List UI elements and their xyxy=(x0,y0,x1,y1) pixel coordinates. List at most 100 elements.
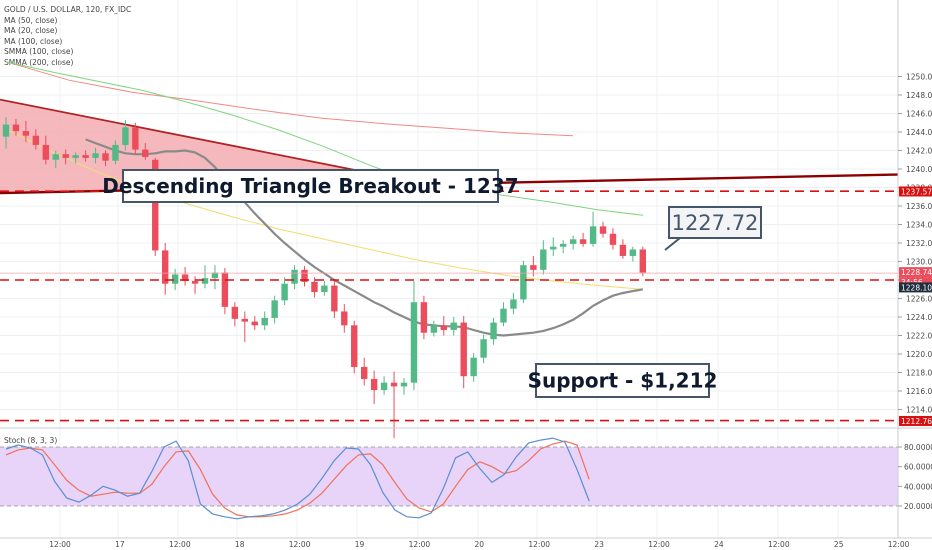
candle-body xyxy=(261,317,268,326)
candle-body xyxy=(490,322,497,340)
candle-body xyxy=(301,269,308,282)
candle-body xyxy=(619,244,627,256)
candle-body xyxy=(410,302,418,383)
candle-body xyxy=(530,265,537,270)
candle-body xyxy=(480,339,487,358)
candle-body xyxy=(331,285,338,312)
price-tag xyxy=(899,186,932,197)
candle-body xyxy=(102,153,109,161)
candle-body xyxy=(132,127,139,150)
candle-body xyxy=(639,249,646,273)
candle-body xyxy=(599,226,607,234)
y-tick-label: 1216.00 xyxy=(906,387,932,396)
candle-body xyxy=(550,246,557,250)
candle-body xyxy=(470,357,477,377)
ma100-line xyxy=(5,61,644,216)
candle-body xyxy=(510,299,517,309)
candle-body xyxy=(440,325,447,330)
candle-body xyxy=(380,382,388,391)
annotation-support: Support - $1,212 xyxy=(528,363,718,398)
price-callout-box xyxy=(668,206,762,239)
y-tick-label: 1224.00 xyxy=(906,313,932,322)
candle-body xyxy=(351,325,358,367)
y-tick-label: 1220.00 xyxy=(906,350,932,359)
price-tag-label: 1212.76 xyxy=(901,417,932,426)
candle-body xyxy=(42,144,49,160)
x-tick-label: 12:00 xyxy=(49,540,71,549)
y-tick-label: 1248.00 xyxy=(906,91,932,100)
candle-body xyxy=(2,124,10,137)
price-tag xyxy=(899,277,932,288)
x-tick-label: 24 xyxy=(714,540,724,549)
candle-body xyxy=(560,243,567,247)
y-tick-label: 1240.00 xyxy=(906,165,932,174)
y-tick-label: 1246.00 xyxy=(906,110,932,119)
stoch-d-line xyxy=(5,440,590,518)
candle-body xyxy=(520,265,527,300)
y-tick-label: 1218.00 xyxy=(906,369,932,378)
y-tick-label: 1242.00 xyxy=(906,147,932,156)
y-tick-label: 1234.00 xyxy=(906,221,932,230)
price-tag-label: 1237.57 xyxy=(901,187,932,196)
candle-body xyxy=(370,378,378,391)
candle-body xyxy=(241,318,248,322)
candle-body xyxy=(271,300,278,318)
legend-smma100: SMMA (100, close) xyxy=(4,47,74,57)
annotation-breakout: Descending Triangle Breakout - 1237 xyxy=(102,169,519,203)
candle-body xyxy=(22,131,30,136)
ma20-line xyxy=(85,138,643,337)
candle-body xyxy=(460,322,467,377)
annotation-support-text: Support - $1,212 xyxy=(528,369,718,393)
stoch-y-tick-label: 60.0000 xyxy=(904,463,932,472)
x-tick-label: 18 xyxy=(235,540,245,549)
candle-body xyxy=(390,382,398,387)
price-tag xyxy=(899,415,932,426)
candle-body xyxy=(500,308,507,323)
x-tick-label: 17 xyxy=(115,540,125,549)
annotation-breakout-text: Descending Triangle Breakout - 1237 xyxy=(102,174,518,198)
candle-body xyxy=(231,306,239,319)
candle-body xyxy=(62,154,69,158)
candle-body xyxy=(72,155,79,158)
triangle-upper-edge xyxy=(0,98,360,172)
stoch-label: Stoch (8, 3, 3) xyxy=(4,436,58,445)
level-lines xyxy=(0,190,898,422)
x-tick-label: 12:00 xyxy=(409,540,431,549)
price-tag-label: 1228.10 xyxy=(901,283,932,292)
candle-body xyxy=(52,154,59,160)
candle-body xyxy=(281,283,288,301)
x-tick-label: 12:00 xyxy=(169,540,191,549)
x-tick-label: 20 xyxy=(475,540,485,549)
y-tick-label: 1222.00 xyxy=(906,332,932,341)
price-tag-label: 1228.74 xyxy=(901,268,932,277)
annotations: Descending Triangle Breakout - 1237 Suppo… xyxy=(102,169,762,398)
candle-body xyxy=(251,321,258,326)
x-tick-label: 23 xyxy=(594,540,604,549)
stoch-band xyxy=(0,447,898,506)
price-callout-text: 1227.72 xyxy=(672,211,759,235)
x-tick-label: 19 xyxy=(355,540,365,549)
candle-body xyxy=(569,239,577,244)
x-tick-label: 12:00 xyxy=(768,540,790,549)
candle-body xyxy=(321,285,328,293)
x-tick-label: 12:00 xyxy=(888,540,910,549)
x-tick-label: 12:00 xyxy=(648,540,670,549)
candle-body xyxy=(341,311,348,326)
candle-body xyxy=(181,274,189,281)
candle-body xyxy=(142,149,149,157)
legend-title: GOLD / U.S. DOLLAR, 120, FX_IDC xyxy=(4,5,132,14)
candles xyxy=(2,117,646,439)
candle-body xyxy=(82,155,89,158)
smma-line xyxy=(5,61,574,137)
legend-ma100: MA (100, close) xyxy=(4,36,63,46)
candle-body xyxy=(92,153,99,158)
x-tick-label: 12:00 xyxy=(289,540,311,549)
candle-body xyxy=(12,124,20,132)
y-tick-label: 1236.00 xyxy=(906,202,932,211)
candle-body xyxy=(162,250,169,284)
price-tag xyxy=(899,267,932,278)
stoch-y-tick-label: 40.0000 xyxy=(904,482,932,491)
candle-body xyxy=(311,281,318,293)
chart-legend: GOLD / U.S. DOLLAR, 120, FX_IDC MA (50, … xyxy=(4,5,131,69)
